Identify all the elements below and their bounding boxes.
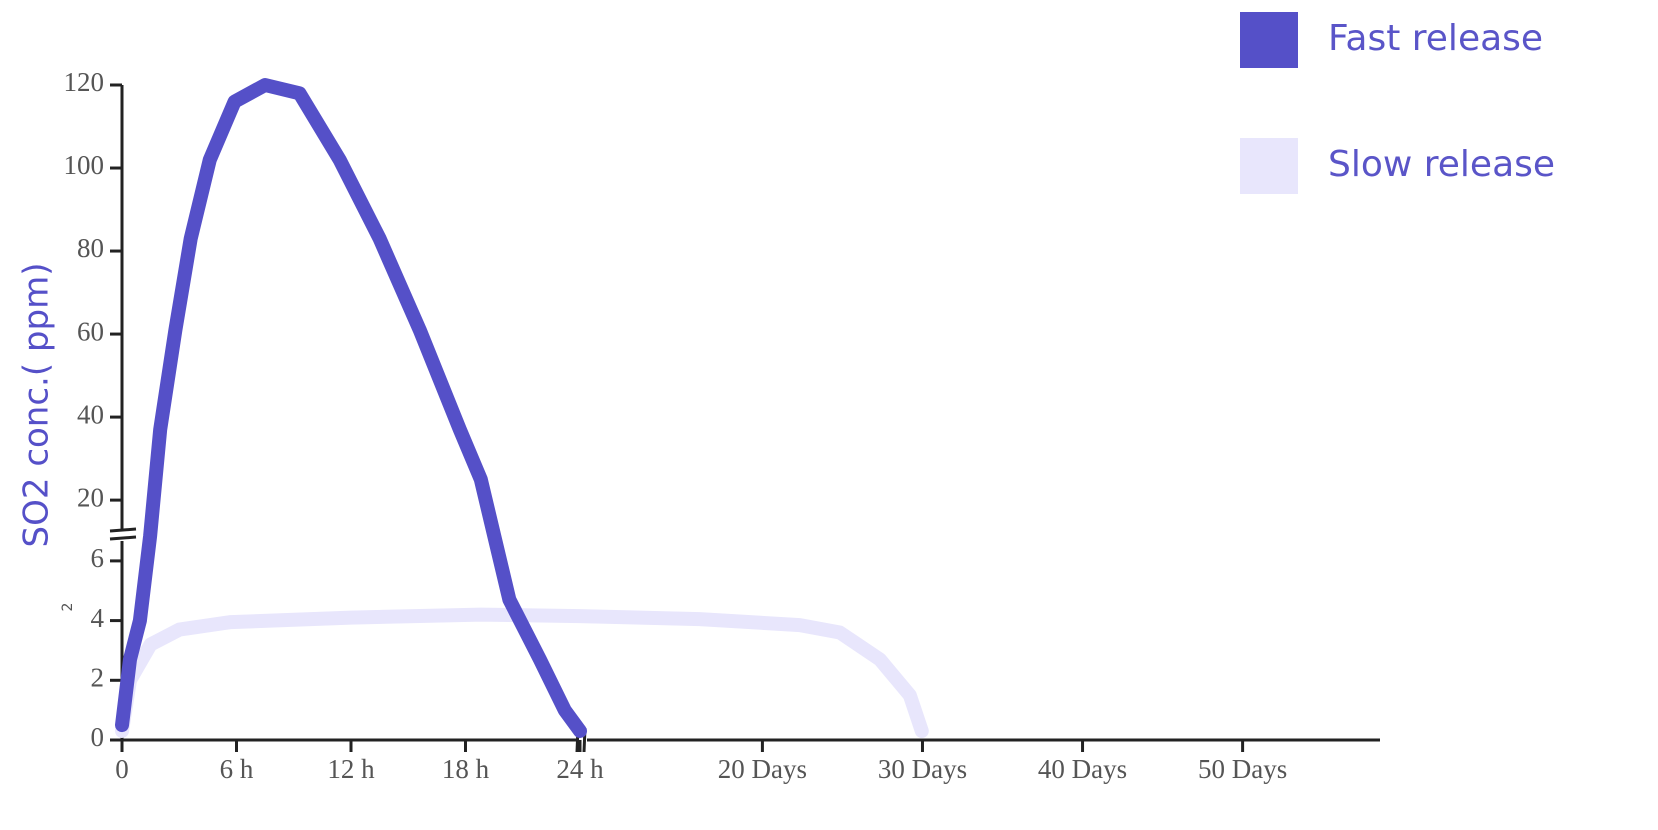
y-break-mark [109, 535, 137, 541]
x-tick-label: 30 Days [878, 754, 967, 784]
y-tick-label: 2 [91, 663, 105, 693]
x-tick-label: 40 Days [1038, 754, 1127, 784]
y-tick-label: 100 [64, 150, 105, 180]
legend-swatch [1240, 12, 1298, 68]
y-tick-label: 60 [77, 316, 104, 346]
y-tick-label: 80 [77, 233, 104, 263]
x-tick-label: 50 Days [1198, 754, 1287, 784]
legend-label: Slow release [1328, 144, 1555, 185]
axes [108, 85, 1380, 753]
x-tick-label: 20 Days [718, 754, 807, 784]
legend-swatch [1240, 138, 1298, 194]
y-tick-label: 40 [77, 399, 104, 429]
x-tick-label: 6 h [220, 754, 254, 784]
y-break-mark [109, 527, 137, 533]
x-break-gap [577, 728, 587, 752]
x-tick-label: 18 h [442, 754, 490, 784]
y-axis-title: SO2 conc.( ppm) [17, 263, 57, 548]
annotation: 2 [60, 603, 76, 612]
y-tick-label: 20 [77, 482, 104, 512]
line-series [115, 78, 587, 738]
x-tick-label: 12 h [327, 754, 375, 784]
line-series [115, 607, 929, 738]
x-tick-label: 0 [115, 754, 129, 784]
y-tick-label: 6 [91, 543, 105, 573]
y-tick-label: 120 [64, 67, 105, 97]
legend-label: Fast release [1328, 18, 1543, 59]
y-tick-label: 4 [91, 603, 105, 633]
y-tick-label: 0 [91, 722, 105, 752]
x-tick-label: 24 h [556, 754, 604, 784]
